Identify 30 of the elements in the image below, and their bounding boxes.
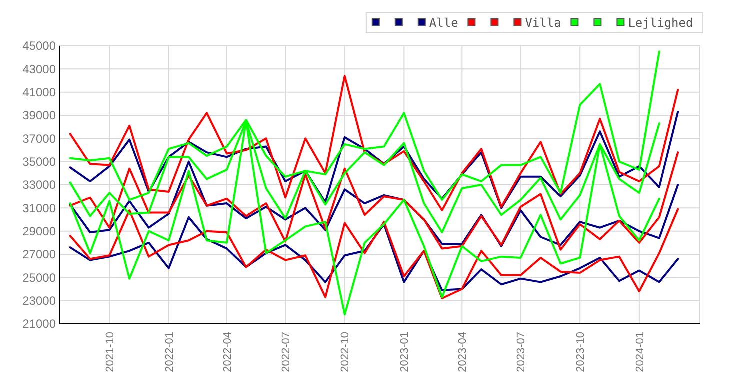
x-tick-label: 2023-10 [574,332,587,372]
y-tick-label: 35000 [22,155,56,170]
y-tick-label: 21000 [22,317,56,332]
x-tick-label: 2024-01 [634,332,646,372]
x-tick-label: 2022-04 [222,332,234,372]
y-tick-label: 43000 [22,62,56,76]
y-tick-label: 31000 [22,201,56,216]
legend-label: Lejlighed [628,16,694,30]
x-tick-label: 2022-10 [340,332,352,372]
x-tick-label: 2023-04 [457,332,470,372]
y-tick-label: 33000 [22,178,56,192]
x-tick-label: 2022-07 [280,332,292,372]
line-series [69,111,680,210]
y-tick-label: 41000 [22,86,56,100]
y-tick-label: 37000 [22,132,56,146]
y-tick-label: 25000 [22,270,56,285]
y-tick-label: 27000 [22,248,56,262]
y-tick-label: 45000 [22,39,56,54]
x-tick-label: 2021-10 [104,332,116,372]
x-tick-label: 2022-01 [164,332,176,372]
y-tick-label: 39000 [22,108,56,123]
line-series [69,216,680,292]
x-tick-label: 2023-01 [399,332,412,372]
legend-label: Villa [525,16,562,30]
line-series [69,75,680,212]
legend-label: Alle [429,16,458,30]
line-series [69,208,680,300]
x-tick-label: 2023-07 [516,332,528,372]
y-tick-label: 23000 [22,294,56,308]
y-tick-label: 29000 [22,224,56,239]
